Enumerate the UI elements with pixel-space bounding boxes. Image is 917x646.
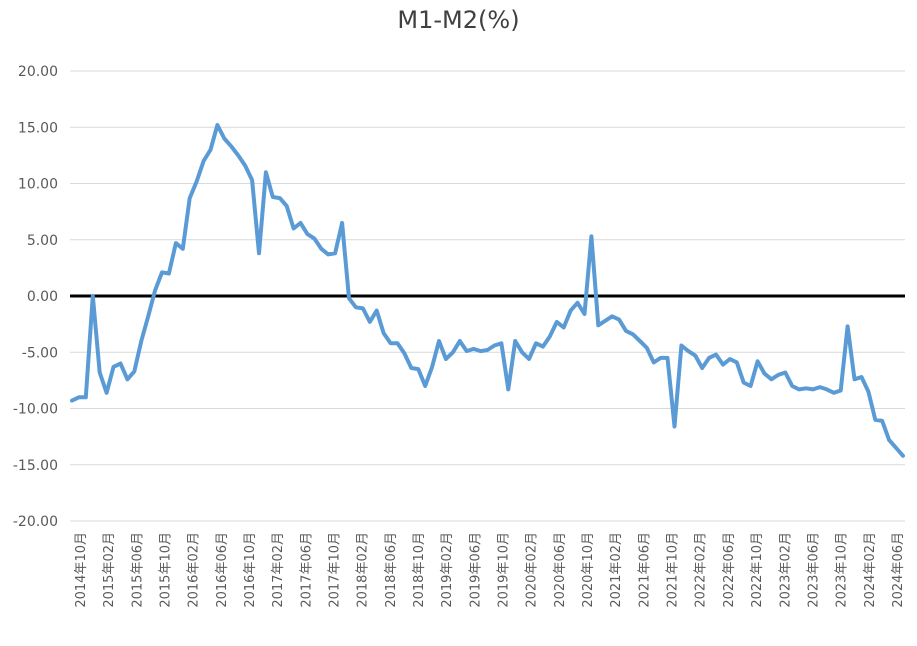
y-tick-label: 0.00 xyxy=(27,289,58,305)
x-tick-label: 2020年10月 xyxy=(581,532,596,608)
gridlines xyxy=(70,70,905,522)
x-tick-label: 2018年06月 xyxy=(384,532,399,608)
x-tick-label: 2022年02月 xyxy=(694,532,709,608)
x-tick-label: 2017年10月 xyxy=(328,532,343,608)
x-tick-label: 2019年02月 xyxy=(440,532,455,608)
y-tick-label: 20.00 xyxy=(18,64,58,80)
x-tick-label: 2021年06月 xyxy=(637,532,652,608)
y-tick-label: -10.00 xyxy=(13,402,58,418)
x-tick-label: 2018年10月 xyxy=(412,532,427,608)
x-tick-label: 2019年06月 xyxy=(468,532,483,608)
x-tick-label: 2017年06月 xyxy=(299,532,314,608)
x-tick-label: 2021年10月 xyxy=(666,532,681,608)
x-tick-label: 2019年10月 xyxy=(497,532,512,608)
x-tick-label: 2017年02月 xyxy=(271,532,286,608)
series-group xyxy=(70,123,905,458)
x-tick-label: 2016年02月 xyxy=(187,532,202,608)
y-tick-label: 10.00 xyxy=(18,177,58,193)
x-tick-label: 2023年02月 xyxy=(778,532,793,608)
x-tick-label: 2021年02月 xyxy=(609,532,624,608)
x-axis-tick-labels: 2014年10月 2015年02月 2015年06月 2015年10月 2016年02月… xyxy=(74,532,906,608)
x-tick-label: 2016年10月 xyxy=(243,532,258,608)
y-tick-label: -20.00 xyxy=(13,514,58,530)
y-tick-label: -5.00 xyxy=(22,345,58,361)
x-tick-label: 2022年10月 xyxy=(750,532,765,608)
x-tick-label: 2023年10月 xyxy=(835,532,850,608)
y-tick-label: 15.00 xyxy=(18,120,58,136)
y-tick-label: -15.00 xyxy=(13,458,58,474)
x-tick-label: 2020年02月 xyxy=(525,532,540,608)
x-tick-label: 2020年06月 xyxy=(553,532,568,608)
x-tick-label: 2014年10月 xyxy=(74,532,89,608)
x-tick-label: 2024年06月 xyxy=(891,532,906,608)
x-tick-label: 2022年06月 xyxy=(722,532,737,608)
x-tick-label: 2016年06月 xyxy=(215,532,230,608)
y-axis-tick-labels: 20.00 15.00 10.00 5.00 0.00 -5.00 -10.00 -15.00… xyxy=(13,64,58,530)
series-line xyxy=(70,123,905,458)
x-tick-label: 2015年02月 xyxy=(102,532,117,608)
x-tick-label: 2018年02月 xyxy=(356,532,371,608)
x-tick-label: 2024年02月 xyxy=(863,532,878,608)
y-tick-label: 5.00 xyxy=(27,233,58,249)
x-tick-label: 2015年10月 xyxy=(159,532,174,608)
chart-title: M1-M2(%) xyxy=(397,6,520,34)
x-tick-label: 2023年06月 xyxy=(806,532,821,608)
x-tick-label: 2015年06月 xyxy=(130,532,145,608)
